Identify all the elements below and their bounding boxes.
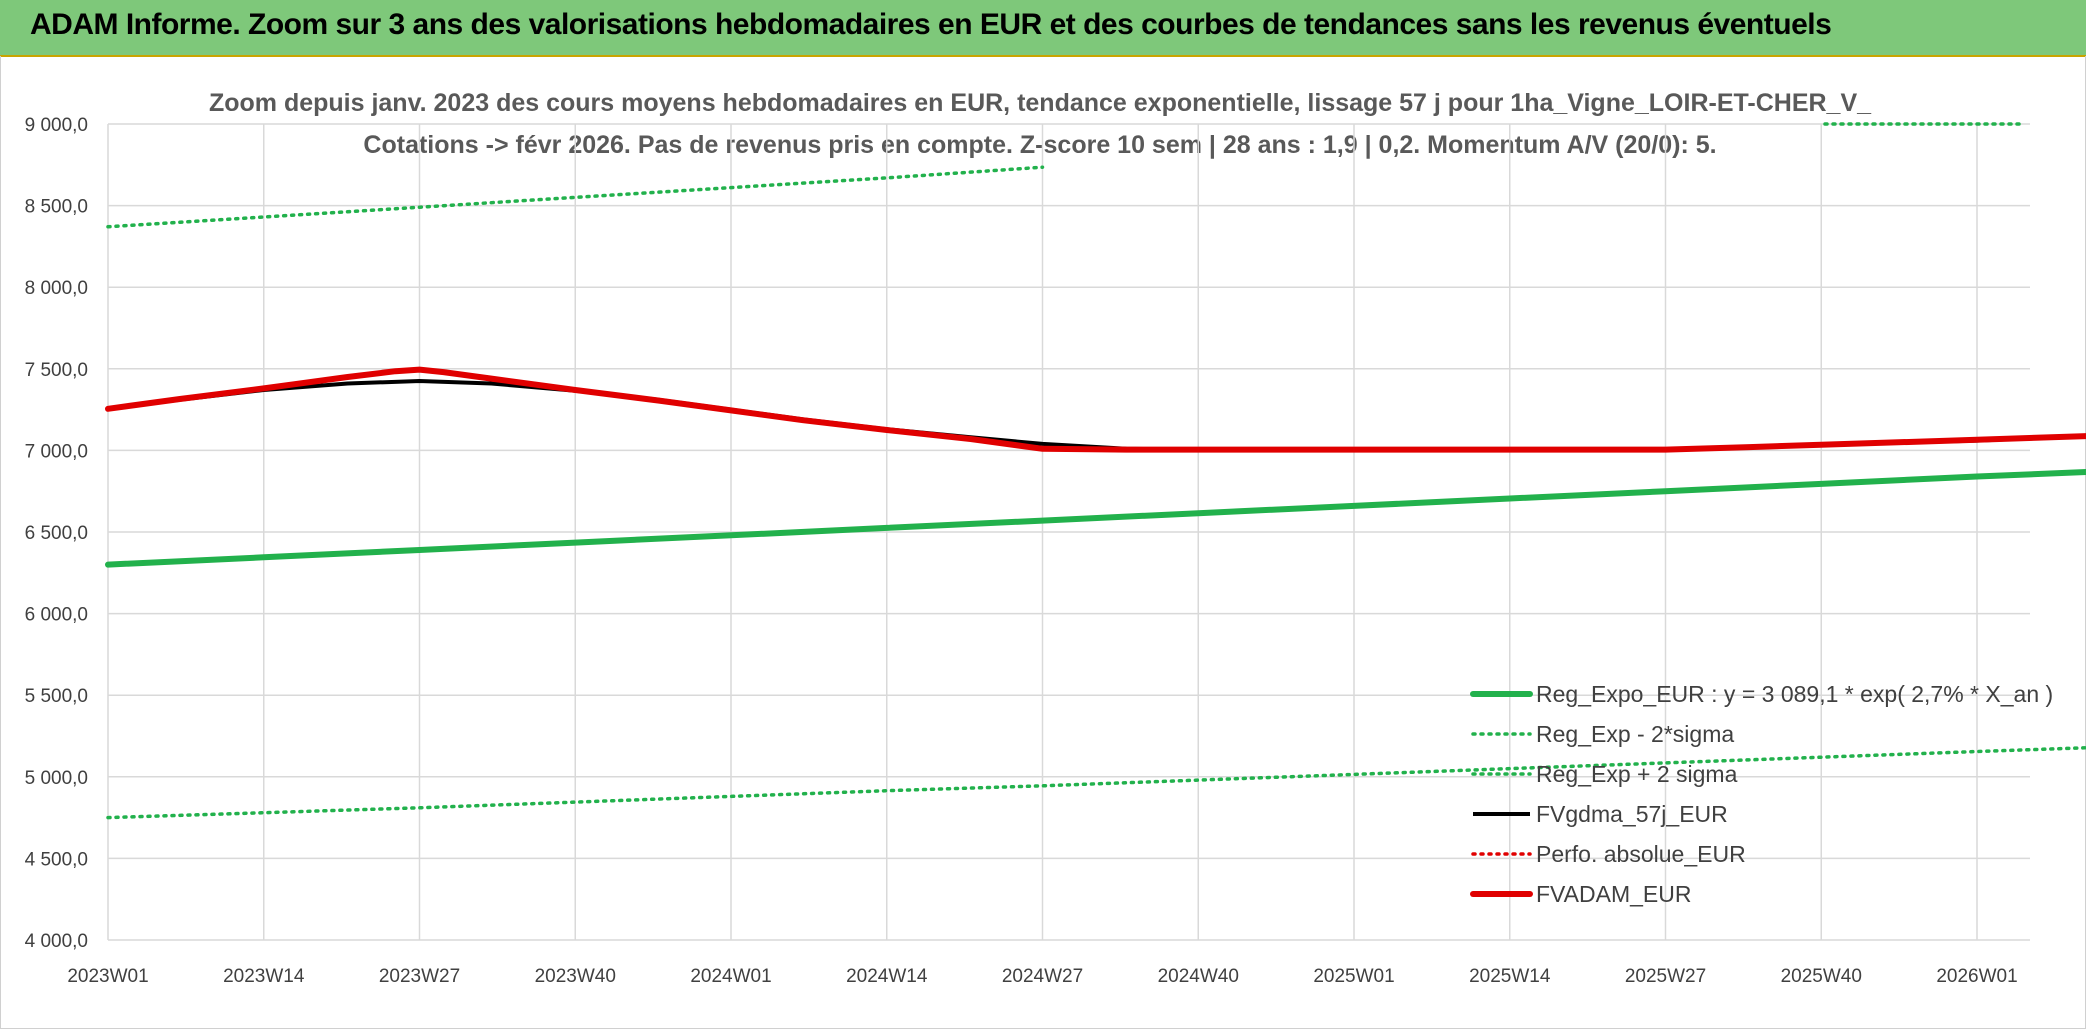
y-tick-label: 4 000,0 <box>25 931 88 952</box>
x-tick-label: 2025W27 <box>1625 966 1706 987</box>
legend-label: Perfo. absolue_EUR <box>1536 841 1746 867</box>
legend-label: FVADAM_EUR <box>1536 881 1692 907</box>
legend-label: Reg_Exp - 2*sigma <box>1536 721 1734 747</box>
y-tick-label: 8 000,0 <box>25 278 88 299</box>
legend-label: Reg_Exp + 2 sigma <box>1536 761 1738 787</box>
y-tick-label: 9 000,0 <box>25 115 88 136</box>
series-line-4 <box>107 379 2086 452</box>
x-tick-label: 2026W01 <box>1936 966 2017 987</box>
series-lines <box>105 122 2086 820</box>
legend-label: FVgdma_57j_EUR <box>1536 801 1728 827</box>
series-line-1 <box>105 469 2086 568</box>
report-banner: ADAM Informe. Zoom sur 3 ans des valoris… <box>0 0 2086 57</box>
y-tick-label: 5 000,0 <box>25 768 88 789</box>
chart-title-line-1: Zoom depuis janv. 2023 des cours moyens … <box>209 89 1872 117</box>
y-tick-label: 5 500,0 <box>25 686 88 707</box>
y-tick-label: 8 500,0 <box>25 197 88 218</box>
y-tick-label: 6 500,0 <box>25 523 88 544</box>
y-tick-label: 7 000,0 <box>25 441 88 462</box>
x-tick-label: 2024W01 <box>690 966 771 987</box>
y-tick-label: 6 000,0 <box>25 605 88 626</box>
series-line-6 <box>105 366 2086 453</box>
x-tick-label: 2025W14 <box>1469 966 1551 987</box>
x-tick-label: 2023W27 <box>379 966 460 987</box>
legend-label: Reg_Expo_EUR : y = 3 089,1 * exp( 2,7% *… <box>1536 681 2053 707</box>
x-tick-label: 2023W01 <box>67 966 148 987</box>
x-tick-label: 2024W27 <box>1002 966 1083 987</box>
x-tick-label: 2024W14 <box>846 966 928 987</box>
grid-lines <box>107 123 2030 941</box>
series-line-2 <box>106 746 2086 820</box>
x-tick-label: 2024W40 <box>1158 966 1239 987</box>
x-tick-label: 2023W40 <box>535 966 616 987</box>
legend: Reg_Expo_EUR : y = 3 089,1 * exp( 2,7% *… <box>1470 681 2053 907</box>
y-tick-label: 4 500,0 <box>25 849 88 870</box>
x-tick-label: 2025W01 <box>1313 966 1394 987</box>
chart-title-line-2: Cotations -> févr 2026. Pas de revenus p… <box>363 131 1716 159</box>
x-axis: 2023W01 2023W14 2023W27 2023W40 2024W01 2024W… <box>67 966 2017 987</box>
y-axis: 4 000,0 4 500,0 5 000,0 5 500,0 6 000,0 6 500… <box>25 115 88 952</box>
y-tick-label: 7 500,0 <box>25 360 88 381</box>
x-tick-label: 2025W40 <box>1781 966 1862 987</box>
x-tick-label: 2023W14 <box>223 966 305 987</box>
report-title: ADAM Informe. Zoom sur 3 ans des valoris… <box>30 8 1832 41</box>
